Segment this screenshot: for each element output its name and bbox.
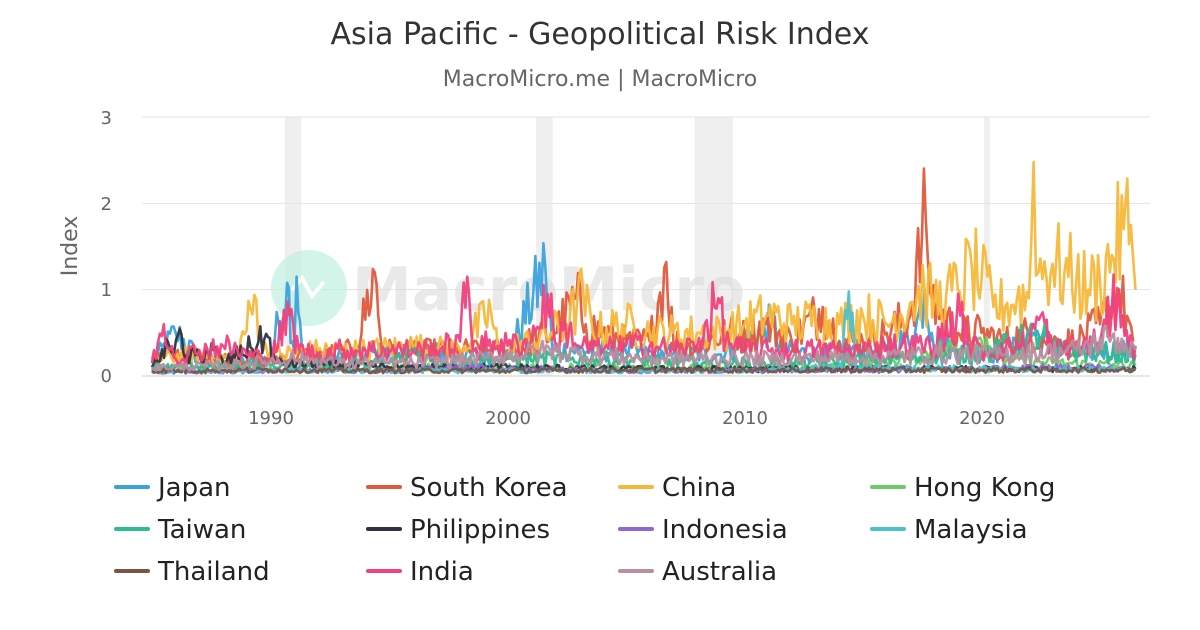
series-line-australia [151,324,1137,372]
legend-item-china[interactable]: China [618,473,736,503]
x-axis-ticks: 1990 2000 2010 2020 [248,408,1005,429]
legend-label: Indonesia [662,515,788,545]
chart-title: Asia Pacific - Geopolitical Risk Index [331,17,870,52]
y-tick-label: 3 [101,108,112,129]
legend-label: Malaysia [914,515,1028,545]
recession-band [983,117,990,376]
legend-label: India [410,557,474,587]
x-tick-label: 2010 [722,408,768,429]
x-tick-label: 1990 [248,408,294,429]
watermark: MacroMicro [271,250,745,326]
y-axis-title: Index [58,216,83,277]
legend-item-hong-kong[interactable]: Hong Kong [870,473,1055,503]
y-tick-label: 2 [101,194,112,215]
legend-item-south-korea[interactable]: South Korea [366,473,568,503]
y-tick-label: 0 [101,366,112,387]
x-tick-label: 2020 [959,408,1005,429]
legend-item-thailand[interactable]: Thailand [114,557,270,587]
legend-item-australia[interactable]: Australia [618,557,777,587]
x-tick-label: 2000 [485,408,531,429]
legend-item-india[interactable]: India [366,557,474,587]
legend-item-philippines[interactable]: Philippines [366,515,550,545]
legend-label: China [662,473,736,503]
legend-item-malaysia[interactable]: Malaysia [870,515,1028,545]
legend-item-indonesia[interactable]: Indonesia [618,515,788,545]
legend-item-taiwan[interactable]: Taiwan [114,515,246,545]
legend-label: Hong Kong [914,473,1055,503]
legend-label: Thailand [157,557,270,587]
legend-item-japan[interactable]: Japan [114,473,231,503]
series-lines [150,160,1137,375]
chart-subtitle: MacroMicro.me | MacroMicro [443,67,758,92]
y-axis-ticks: 0 1 2 3 [101,108,112,387]
legend[interactable]: Japan South Korea China Hong Kong Taiwan Phil… [114,473,1055,587]
legend-label: Taiwan [157,515,246,545]
y-tick-label: 1 [101,280,112,301]
legend-label: Japan [156,473,231,503]
legend-label: South Korea [410,473,568,503]
series-line-thailand [151,365,1137,375]
legend-label: Australia [662,557,777,587]
legend-label: Philippines [410,515,550,545]
